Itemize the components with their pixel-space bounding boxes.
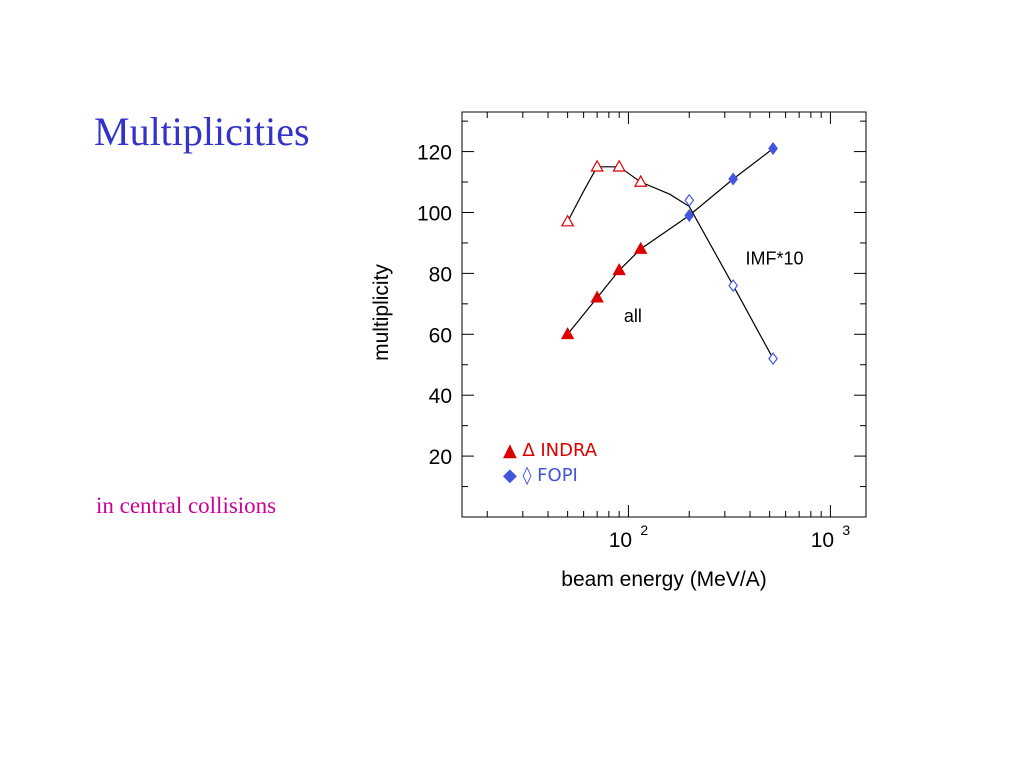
triangle-marker xyxy=(590,290,604,303)
y-tick-label: 20 xyxy=(429,446,452,469)
diamond-marker xyxy=(728,279,739,293)
x-tick-label-exponent: 3 xyxy=(842,522,850,538)
y-axis-label: multiplicity xyxy=(370,264,393,361)
x-tick-label: 10 xyxy=(811,529,834,552)
diamond-marker xyxy=(768,352,778,366)
diamond-marker xyxy=(768,142,778,156)
y-tick-label: 80 xyxy=(429,263,452,286)
triangle-marker xyxy=(612,159,626,172)
diamond-marker xyxy=(684,193,695,207)
diamond-marker xyxy=(728,172,739,186)
legend-entry-fopi: ◆ ◊ FOPI xyxy=(503,465,578,486)
triangle-marker xyxy=(633,174,648,187)
y-tick-label: 100 xyxy=(417,202,452,225)
y-tick-label: 120 xyxy=(417,142,452,165)
slide-note: in central collisions xyxy=(96,493,277,518)
x-tick-label: 10 xyxy=(609,529,632,552)
triangle-marker xyxy=(612,263,626,276)
curve-all xyxy=(567,148,774,335)
annotation-imf-10: IMF*10 xyxy=(746,248,804,268)
triangle-marker xyxy=(560,214,575,227)
diamond-marker xyxy=(684,209,695,223)
triangle-marker xyxy=(560,327,575,340)
y-tick-label: 60 xyxy=(429,324,452,347)
y-tick-label: 40 xyxy=(429,385,452,408)
legend-entry-indra: ▲ ∆ INDRA xyxy=(503,440,598,461)
slide-title: Multiplicities xyxy=(94,109,310,154)
x-tick-label-exponent: 2 xyxy=(640,522,648,538)
plot-frame xyxy=(461,111,867,518)
triangle-marker xyxy=(633,241,648,254)
triangle-marker xyxy=(590,159,604,172)
annotation-all: all xyxy=(624,306,642,326)
curve-imf-10 xyxy=(567,166,774,359)
x-axis-label: beam energy (MeV/A) xyxy=(561,568,766,591)
